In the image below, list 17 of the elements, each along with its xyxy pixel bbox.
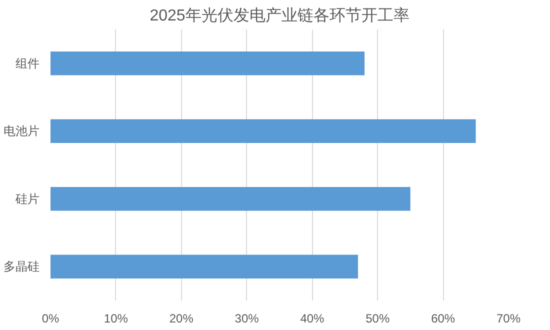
x-tick-label: 60%	[431, 312, 456, 326]
y-tick-label: 电池片	[4, 124, 40, 138]
x-tick-label: 0%	[42, 312, 60, 326]
x-tick-label: 50%	[366, 312, 390, 326]
x-tick-label: 40%	[300, 312, 325, 326]
bar	[50, 119, 476, 143]
bar	[50, 52, 365, 76]
bar	[50, 254, 358, 278]
bar	[50, 187, 410, 211]
y-tick-label: 多晶硅	[4, 260, 40, 274]
y-tick-label: 组件	[16, 56, 40, 70]
x-tick-label: 10%	[104, 312, 128, 326]
x-tick-label: 30%	[234, 312, 260, 326]
x-tick-label: 70%	[496, 312, 521, 326]
chart-title: 2025年光伏发电产业链各环节开工率	[150, 6, 410, 24]
x-tick-label: 20%	[169, 312, 194, 326]
y-tick-label: 硅片	[14, 192, 40, 206]
